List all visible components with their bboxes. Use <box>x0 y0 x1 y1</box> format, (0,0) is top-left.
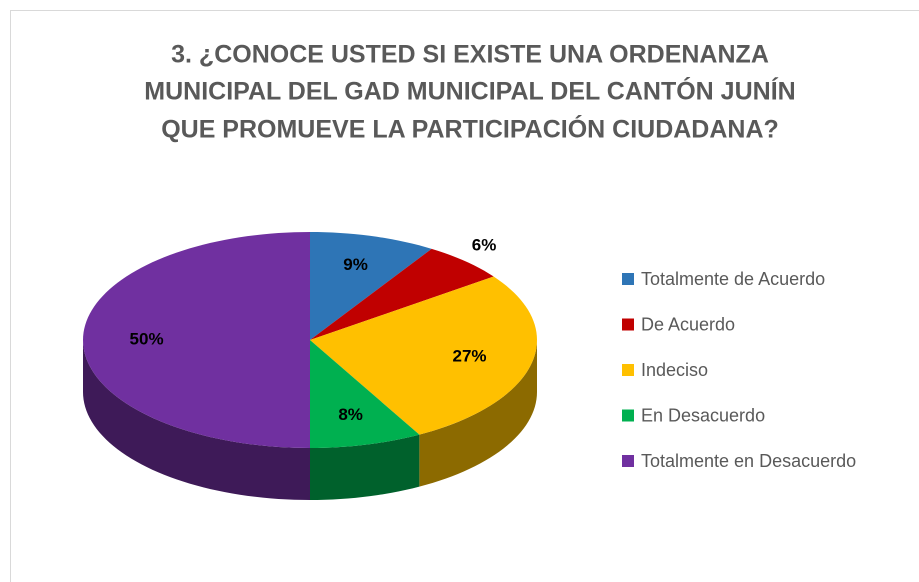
pie-slice-side <box>419 340 537 487</box>
pie-slice-side <box>83 340 310 500</box>
data-label: 9% <box>343 255 368 274</box>
data-label: 27% <box>452 346 486 365</box>
legend-label: Totalmente en Desacuerdo <box>641 451 856 471</box>
legend-label: De Acuerdo <box>641 314 735 334</box>
chart-title: 3. ¿CONOCE USTED SI EXISTE UNA ORDENANZA <box>171 41 769 69</box>
legend-swatch <box>622 318 634 331</box>
data-label: 8% <box>338 405 363 424</box>
data-label: 50% <box>130 329 164 348</box>
data-label: 6% <box>472 235 497 254</box>
pie-slice <box>310 248 494 340</box>
legend-swatch <box>622 364 634 376</box>
pie-slice <box>310 276 537 435</box>
chart-title: QUE PROMUEVE LA PARTICIPACIÓN CIUDADANA? <box>161 114 779 144</box>
legend-swatch <box>622 273 634 285</box>
pie-slice <box>83 232 310 448</box>
legend-label: En Desacuerdo <box>641 405 765 425</box>
pie-slice <box>310 340 420 448</box>
legend-label: Indeciso <box>641 360 708 380</box>
chart-title: MUNICIPAL DEL GAD MUNICIPAL DEL CANTÓN J… <box>144 76 795 106</box>
pie-slice <box>310 232 432 340</box>
pie-slice-side <box>310 434 420 500</box>
legend-swatch <box>622 455 634 467</box>
legend-swatch <box>622 409 634 422</box>
legend-label: Totalmente de Acuerdo <box>641 269 825 289</box>
